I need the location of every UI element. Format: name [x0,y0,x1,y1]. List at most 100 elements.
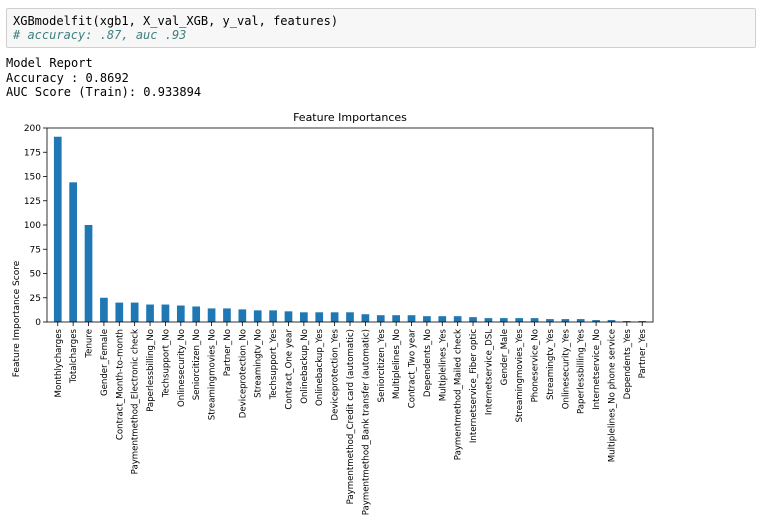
code-line: XGBmodelfit(xgb1, X_val_XGB, y_val, feat… [13,14,339,28]
bar [284,311,293,322]
y-tick-label: 50 [30,270,42,280]
bar [207,308,216,322]
x-tick-label: Paperlessbilling_Yes [577,328,587,414]
bar [315,312,324,322]
bar [623,321,631,322]
bar [438,316,447,322]
x-tick-label: Onlinebackup_No [300,329,310,404]
bar [84,225,93,322]
x-tick-label: Deviceprotection_No [238,329,248,418]
x-tick-label: Paymentmethod_Bank transfer (automatic) [361,329,371,515]
x-tick-label: Totalcharges [69,328,79,384]
bar [176,305,185,322]
y-tick-label: 125 [24,197,41,207]
y-tick-label: 150 [24,173,41,183]
bar [146,304,154,322]
bar [238,309,247,322]
bar [607,320,616,322]
x-tick-label: Internetservice_Fiber optic [469,329,479,443]
x-tick-label: Paymentmethod_Mailed check [454,329,464,460]
chart-title: Feature Importances [293,111,407,124]
bar [53,136,62,322]
bar [346,312,354,322]
x-tick-label: Partner_Yes [638,328,648,378]
x-tick-label: Multiplelines_No [392,329,402,399]
bar [423,316,431,322]
x-tick-label: Seniorcitizen_No [192,329,202,400]
code-comment: # accuracy: .87, auc .93 [13,28,187,42]
x-tick-label: Onlinesecurity_No [177,329,187,407]
bar [300,312,308,322]
x-tick-label: Paymentmethod_Electronic check [131,329,141,474]
x-tick-label: Streamingtv_Yes [546,328,556,400]
y-tick-label: 200 [24,124,41,134]
bar [453,316,462,322]
x-tick-label: Paperlessbilling_No [146,329,156,412]
x-tick-label: Internetservice_No [592,329,602,410]
x-tick-label: Techsupport_Yes [269,328,279,400]
output-auc: AUC Score (Train): 0.933894 [6,85,202,99]
x-tick-label: Contract_Month-to-month [115,329,125,440]
bars [53,136,647,322]
bar [130,302,139,322]
y-tick-label: 75 [30,245,41,255]
bar [546,319,554,322]
bar [515,318,524,322]
bar [576,319,585,322]
y-axis: 0 25 50 75 100 125 150 175 200 [24,124,47,328]
y-tick-label: 25 [30,294,41,304]
x-tick-label: Phoneservice_No [531,329,541,402]
x-tick-label: Onlinesecurity_Yes [561,328,571,409]
bar [361,314,370,322]
output-heading: Model Report [6,56,93,70]
bar [469,317,477,322]
x-tick-label: Dependents_No [423,329,433,397]
bar [330,312,339,322]
bar [638,321,647,322]
feature-importance-chart: Feature Importances Feature Importance S… [12,111,654,515]
cell-output: Model Report Accuracy : 0.8692 AUC Score… [6,56,201,100]
code-cell[interactable]: XGBmodelfit(xgb1, X_val_XGB, y_val, feat… [6,8,756,48]
x-tick-label: Contract_Two year [408,329,418,409]
x-tick-label: Streamingmovies_Yes [515,328,525,422]
x-tick-label: Techsupport_No [161,329,171,398]
x-tick-label: Gender_Male [500,329,510,385]
x-tick-label: Multiplelines_No phone service [607,329,617,462]
bar [100,297,108,322]
x-tick-label: Monthlycharges [54,328,64,397]
bar [69,182,77,322]
x-tick-label: Onlinebackup_Yes [315,328,325,405]
x-tick-label: Streamingtv_No [254,329,264,398]
bar [269,310,277,322]
bar [484,318,493,322]
bar [499,318,508,322]
bar [561,319,570,322]
x-tick-label: Tenure [85,329,95,359]
x-tick-label: Partner_No [223,329,233,376]
bar [407,315,416,322]
x-tick-label: Internetservice_DSL [484,329,494,415]
x-tick-label: Seniorcitizen_Yes [377,328,387,402]
bar [376,315,385,322]
bar [161,304,170,322]
plot-frame [46,127,654,323]
x-tick-label: Deviceprotection_Yes [331,328,341,420]
bar [530,318,539,322]
x-tick-label: Paymentmethod_Credit card (automatic) [346,329,356,504]
y-axis-label: Feature Importance Score [12,260,22,377]
x-tick-label: Streamingmovies_No [208,329,218,420]
y-tick-label: 175 [24,148,41,158]
bar [192,306,201,322]
bar [392,315,400,322]
bar [115,302,124,322]
y-tick-label: 0 [35,318,41,328]
x-tick-label: Dependents_Yes [623,328,633,399]
bar [253,310,262,322]
bar [592,320,600,322]
x-tick-label: Gender_Female [100,329,110,396]
y-tick-label: 100 [24,221,41,231]
bar [223,308,231,322]
x-tick-label: Contract_One year [284,329,294,410]
x-axis: Monthlycharges Totalcharges Tenure Gender_F… [54,322,648,515]
x-tick-label: Multiplelines_Yes [438,328,448,401]
